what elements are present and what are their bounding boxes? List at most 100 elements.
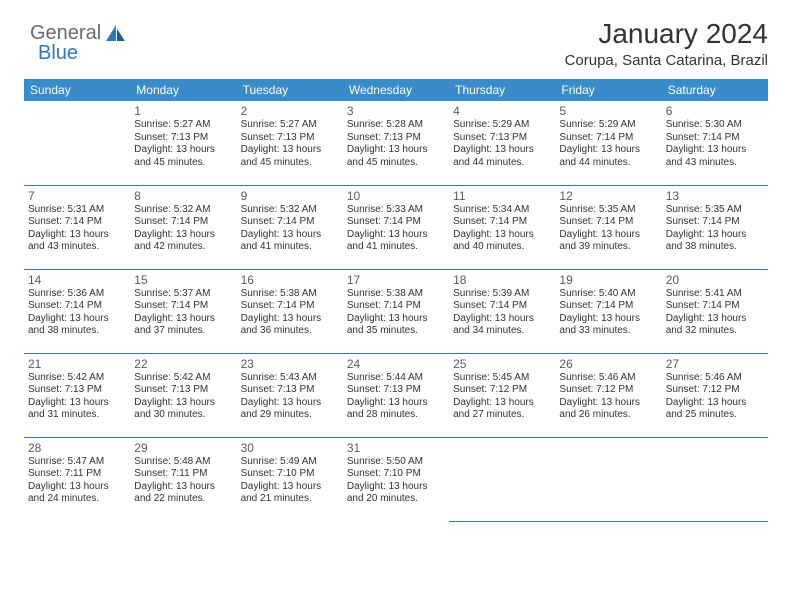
- daylight-text: Daylight: 13 hours: [347, 144, 445, 157]
- day-number: 25: [453, 357, 551, 371]
- calendar-cell: 25Sunrise: 5:45 AMSunset: 7:12 PMDayligh…: [449, 353, 555, 437]
- sunset-text: Sunset: 7:14 PM: [134, 216, 232, 229]
- sunrise-text: Sunrise: 5:28 AM: [347, 119, 445, 132]
- sunrise-text: Sunrise: 5:34 AM: [453, 204, 551, 217]
- sunrise-text: Sunrise: 5:30 AM: [666, 119, 764, 132]
- sunset-text: Sunset: 7:13 PM: [347, 132, 445, 145]
- sunrise-text: Sunrise: 5:48 AM: [134, 456, 232, 469]
- daylight-text: and 25 minutes.: [666, 409, 764, 422]
- sunrise-text: Sunrise: 5:27 AM: [241, 119, 339, 132]
- day-number: 5: [559, 104, 657, 118]
- calendar-cell: 3Sunrise: 5:28 AMSunset: 7:13 PMDaylight…: [343, 101, 449, 185]
- sunrise-text: Sunrise: 5:31 AM: [28, 204, 126, 217]
- calendar-cell: 2Sunrise: 5:27 AMSunset: 7:13 PMDaylight…: [237, 101, 343, 185]
- day-number: 4: [453, 104, 551, 118]
- day-number: 18: [453, 273, 551, 287]
- sunrise-text: Sunrise: 5:41 AM: [666, 288, 764, 301]
- calendar-cell: 29Sunrise: 5:48 AMSunset: 7:11 PMDayligh…: [130, 437, 236, 521]
- sunset-text: Sunset: 7:13 PM: [347, 384, 445, 397]
- daylight-text: Daylight: 13 hours: [241, 144, 339, 157]
- calendar-cell: 28Sunrise: 5:47 AMSunset: 7:11 PMDayligh…: [24, 437, 130, 521]
- calendar-cell: 10Sunrise: 5:33 AMSunset: 7:14 PMDayligh…: [343, 185, 449, 269]
- daylight-text: Daylight: 13 hours: [347, 481, 445, 494]
- calendar-cell: 8Sunrise: 5:32 AMSunset: 7:14 PMDaylight…: [130, 185, 236, 269]
- col-tuesday: Tuesday: [237, 79, 343, 101]
- sunrise-text: Sunrise: 5:45 AM: [453, 372, 551, 385]
- daylight-text: Daylight: 13 hours: [559, 313, 657, 326]
- sunset-text: Sunset: 7:14 PM: [28, 216, 126, 229]
- daylight-text: and 44 minutes.: [453, 157, 551, 170]
- daylight-text: Daylight: 13 hours: [28, 229, 126, 242]
- day-number: 3: [347, 104, 445, 118]
- daylight-text: and 30 minutes.: [134, 409, 232, 422]
- daylight-text: Daylight: 13 hours: [134, 481, 232, 494]
- daylight-text: and 29 minutes.: [241, 409, 339, 422]
- day-number: 26: [559, 357, 657, 371]
- daylight-text: Daylight: 13 hours: [453, 229, 551, 242]
- calendar-cell: 21Sunrise: 5:42 AMSunset: 7:13 PMDayligh…: [24, 353, 130, 437]
- calendar-cell: 24Sunrise: 5:44 AMSunset: 7:13 PMDayligh…: [343, 353, 449, 437]
- daylight-text: Daylight: 13 hours: [347, 313, 445, 326]
- sunrise-text: Sunrise: 5:33 AM: [347, 204, 445, 217]
- sunset-text: Sunset: 7:12 PM: [559, 384, 657, 397]
- sunrise-text: Sunrise: 5:40 AM: [559, 288, 657, 301]
- sunset-text: Sunset: 7:14 PM: [559, 300, 657, 313]
- sunset-text: Sunset: 7:14 PM: [347, 300, 445, 313]
- calendar-cell: 18Sunrise: 5:39 AMSunset: 7:14 PMDayligh…: [449, 269, 555, 353]
- daylight-text: Daylight: 13 hours: [666, 313, 764, 326]
- calendar-cell: 1Sunrise: 5:27 AMSunset: 7:13 PMDaylight…: [130, 101, 236, 185]
- sunrise-text: Sunrise: 5:50 AM: [347, 456, 445, 469]
- daylight-text: and 31 minutes.: [28, 409, 126, 422]
- sunrise-text: Sunrise: 5:42 AM: [134, 372, 232, 385]
- daylight-text: Daylight: 13 hours: [134, 144, 232, 157]
- page-title: January 2024: [24, 18, 768, 50]
- sunset-text: Sunset: 7:14 PM: [241, 300, 339, 313]
- sunrise-text: Sunrise: 5:37 AM: [134, 288, 232, 301]
- calendar-row: 1Sunrise: 5:27 AMSunset: 7:13 PMDaylight…: [24, 101, 768, 185]
- brand-sail-icon: [105, 24, 127, 42]
- sunrise-text: Sunrise: 5:49 AM: [241, 456, 339, 469]
- calendar-cell: 19Sunrise: 5:40 AMSunset: 7:14 PMDayligh…: [555, 269, 661, 353]
- daylight-text: and 21 minutes.: [241, 493, 339, 506]
- day-number: 31: [347, 441, 445, 455]
- daylight-text: and 41 minutes.: [241, 241, 339, 254]
- day-number: 7: [28, 189, 126, 203]
- daylight-text: and 44 minutes.: [559, 157, 657, 170]
- daylight-text: and 26 minutes.: [559, 409, 657, 422]
- calendar-cell: 9Sunrise: 5:32 AMSunset: 7:14 PMDaylight…: [237, 185, 343, 269]
- daylight-text: and 43 minutes.: [28, 241, 126, 254]
- sunrise-text: Sunrise: 5:43 AM: [241, 372, 339, 385]
- day-number: 11: [453, 189, 551, 203]
- brand-logo: General Blue: [30, 22, 127, 45]
- day-number: 2: [241, 104, 339, 118]
- calendar-cell: 5Sunrise: 5:29 AMSunset: 7:14 PMDaylight…: [555, 101, 661, 185]
- day-number: 14: [28, 273, 126, 287]
- day-number: 17: [347, 273, 445, 287]
- sunrise-text: Sunrise: 5:35 AM: [666, 204, 764, 217]
- day-number: 1: [134, 104, 232, 118]
- sunrise-text: Sunrise: 5:36 AM: [28, 288, 126, 301]
- sunrise-text: Sunrise: 5:47 AM: [28, 456, 126, 469]
- calendar-cell: 15Sunrise: 5:37 AMSunset: 7:14 PMDayligh…: [130, 269, 236, 353]
- sunrise-text: Sunrise: 5:38 AM: [241, 288, 339, 301]
- sunset-text: Sunset: 7:13 PM: [453, 132, 551, 145]
- calendar-row: 21Sunrise: 5:42 AMSunset: 7:13 PMDayligh…: [24, 353, 768, 437]
- sunset-text: Sunset: 7:14 PM: [28, 300, 126, 313]
- sunrise-text: Sunrise: 5:46 AM: [559, 372, 657, 385]
- daylight-text: and 28 minutes.: [347, 409, 445, 422]
- sunrise-text: Sunrise: 5:27 AM: [134, 119, 232, 132]
- sunset-text: Sunset: 7:14 PM: [666, 216, 764, 229]
- daylight-text: Daylight: 13 hours: [241, 481, 339, 494]
- day-number: 15: [134, 273, 232, 287]
- daylight-text: Daylight: 13 hours: [28, 313, 126, 326]
- col-wednesday: Wednesday: [343, 79, 449, 101]
- daylight-text: Daylight: 13 hours: [559, 397, 657, 410]
- calendar-cell: 20Sunrise: 5:41 AMSunset: 7:14 PMDayligh…: [662, 269, 768, 353]
- calendar-cell: 30Sunrise: 5:49 AMSunset: 7:10 PMDayligh…: [237, 437, 343, 521]
- sunrise-text: Sunrise: 5:29 AM: [559, 119, 657, 132]
- daylight-text: Daylight: 13 hours: [28, 397, 126, 410]
- daylight-text: Daylight: 13 hours: [241, 229, 339, 242]
- calendar-cell: 6Sunrise: 5:30 AMSunset: 7:14 PMDaylight…: [662, 101, 768, 185]
- calendar-cell: 26Sunrise: 5:46 AMSunset: 7:12 PMDayligh…: [555, 353, 661, 437]
- sunset-text: Sunset: 7:13 PM: [241, 384, 339, 397]
